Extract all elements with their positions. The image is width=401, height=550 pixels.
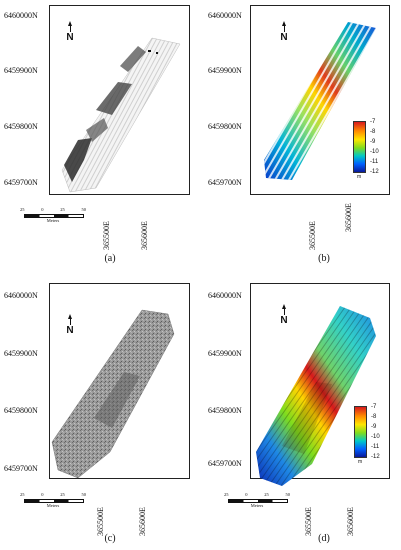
panel-c: N 6460000N 6459900N 6459800N 6459700N 36… bbox=[0, 278, 200, 550]
legend-value: -9 bbox=[370, 139, 376, 145]
north-arrow-stem bbox=[283, 26, 285, 32]
north-arrow-stem bbox=[69, 26, 71, 32]
caption-d: (d) bbox=[318, 533, 330, 544]
y-label-1: 6460000N bbox=[208, 11, 242, 20]
depth-color-ramp bbox=[353, 121, 366, 173]
depth-color-ramp bbox=[354, 406, 367, 458]
legend-value: -9 bbox=[371, 424, 377, 430]
north-arrow-stem bbox=[69, 319, 71, 325]
y-label-4: 6459700N bbox=[4, 178, 38, 187]
scale-tick: 25 bbox=[60, 207, 65, 212]
scale-tick: 25 bbox=[60, 492, 65, 497]
panel-b: N 6460000N 6459900N 6459800N 6459700N 36… bbox=[200, 0, 401, 270]
caption-c: (c) bbox=[104, 533, 116, 544]
north-arrow: N bbox=[63, 314, 77, 336]
legend-value: -11 bbox=[370, 159, 379, 165]
panel-b-map bbox=[264, 22, 376, 180]
y-label-4: 6459700N bbox=[208, 459, 242, 468]
caption-a: (a) bbox=[104, 253, 116, 264]
panel-a: N 6460000N 6459900N 6459800N 6459700N 36… bbox=[0, 0, 200, 270]
scale-unit: Meters bbox=[46, 503, 60, 508]
x-label-1: 365500E bbox=[102, 221, 111, 250]
north-arrow-icon bbox=[68, 314, 72, 319]
scale-tick: 0 bbox=[245, 492, 248, 497]
north-arrow: N bbox=[277, 21, 291, 43]
scale-bar-graphic bbox=[24, 499, 84, 503]
y-label-4: 6459700N bbox=[208, 178, 242, 187]
legend-value: -7 bbox=[370, 119, 376, 125]
scale-tick: 0 bbox=[41, 492, 44, 497]
legend-value: -10 bbox=[370, 149, 379, 155]
legend-value: -7 bbox=[371, 404, 377, 410]
scale-tick: 25 bbox=[264, 492, 269, 497]
y-label-1: 6460000N bbox=[208, 291, 242, 300]
panel-d-map bbox=[256, 306, 376, 486]
caption-b: (b) bbox=[318, 253, 330, 264]
legend-value: -8 bbox=[371, 414, 377, 420]
legend-unit: m bbox=[358, 459, 363, 465]
scale-bar: 25 0 25 50 Meters bbox=[20, 207, 86, 225]
rough-reef-area bbox=[282, 382, 332, 454]
scale-bar-graphic bbox=[24, 214, 84, 218]
y-label-1: 6460000N bbox=[4, 11, 38, 20]
dark-backscatter-patch-2 bbox=[96, 82, 132, 115]
north-arrow: N bbox=[277, 304, 291, 326]
panel-a-map bbox=[61, 37, 181, 193]
north-arrow: N bbox=[63, 21, 77, 43]
y-label-2: 6459900N bbox=[4, 66, 38, 75]
north-label: N bbox=[66, 325, 74, 336]
scale-bar: 25 0 25 50 Meters bbox=[20, 492, 86, 510]
x-label-2: 365600E bbox=[344, 203, 353, 232]
scale-bar: 25 0 25 50 Meters bbox=[224, 492, 290, 510]
scale-tick: 25 bbox=[20, 492, 25, 497]
y-label-1: 6460000N bbox=[4, 291, 38, 300]
x-label-2: 365600E bbox=[140, 221, 149, 250]
x-label-1: 365500E bbox=[304, 507, 313, 536]
y-label-3: 6459800N bbox=[208, 406, 242, 415]
scale-bar-graphic bbox=[228, 499, 288, 503]
scale-tick: 25 bbox=[224, 492, 229, 497]
panel-c-map bbox=[51, 309, 175, 479]
y-label-2: 6459900N bbox=[208, 66, 242, 75]
scale-tick: 50 bbox=[81, 207, 87, 212]
dark-mosaic-region bbox=[94, 372, 140, 428]
dark-backscatter-patch-3 bbox=[120, 46, 146, 72]
scale-tick: 0 bbox=[41, 207, 44, 212]
y-label-3: 6459800N bbox=[4, 122, 38, 131]
legend-unit: m bbox=[357, 174, 362, 180]
scale-unit: Meters bbox=[46, 218, 60, 223]
scale-tick: 25 bbox=[20, 207, 25, 212]
y-label-3: 6459800N bbox=[208, 122, 242, 131]
backscatter-swath-strips bbox=[61, 37, 181, 193]
y-label-3: 6459800N bbox=[4, 406, 38, 415]
north-label: N bbox=[66, 32, 74, 43]
north-label: N bbox=[280, 315, 288, 326]
north-arrow-stem bbox=[283, 309, 285, 315]
north-label: N bbox=[280, 32, 288, 43]
legend-value: -10 bbox=[371, 434, 380, 440]
y-label-2: 6459900N bbox=[208, 349, 242, 358]
legend-value: -11 bbox=[371, 444, 380, 450]
y-label-4: 6459700N bbox=[4, 464, 38, 473]
dark-backscatter-patch-1 bbox=[64, 138, 92, 182]
legend-value: -12 bbox=[371, 454, 380, 460]
north-arrow-icon bbox=[282, 304, 286, 309]
x-label-2: 365600E bbox=[138, 507, 147, 536]
scale-unit: Meters bbox=[250, 503, 264, 508]
north-arrow-icon bbox=[282, 21, 286, 26]
legend-value: -12 bbox=[370, 169, 379, 175]
x-label-2: 365600E bbox=[346, 507, 355, 536]
dark-backscatter-patch-4 bbox=[86, 118, 108, 142]
x-label-1: 365500E bbox=[308, 221, 317, 250]
north-arrow-icon bbox=[68, 21, 72, 26]
scale-tick: 50 bbox=[285, 492, 291, 497]
legend-value: -8 bbox=[370, 129, 376, 135]
x-label-1: 365500E bbox=[96, 507, 105, 536]
y-label-2: 6459900N bbox=[4, 349, 38, 358]
scale-tick: 50 bbox=[81, 492, 87, 497]
panel-d: N 6460000N 6459900N 6459800N 6459700N 36… bbox=[200, 278, 401, 550]
